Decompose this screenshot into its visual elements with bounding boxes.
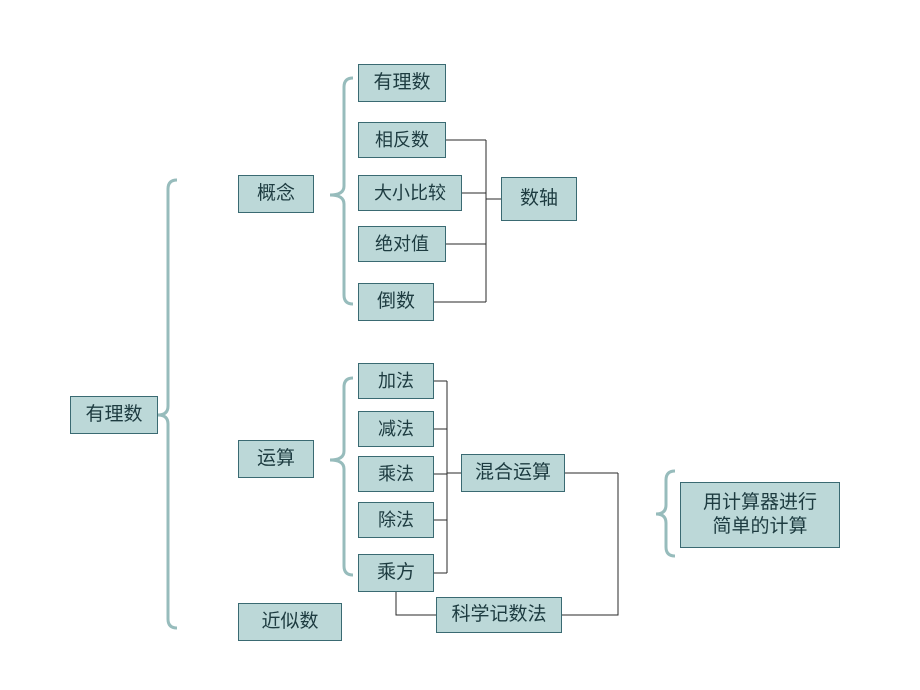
brace-0 [158,180,177,628]
brace-2 [330,378,353,575]
node-concept: 概念 [238,175,314,213]
node-approx: 近似数 [238,603,342,641]
node-operation: 运算 [238,440,314,478]
brace-3 [656,471,675,556]
node-calc: 用计算器进行 简单的计算 [680,482,840,548]
node-pow: 乘方 [358,554,434,592]
node-opposite: 相反数 [358,122,446,158]
node-add: 加法 [358,363,434,399]
node-numline: 数轴 [501,177,577,221]
node-root: 有理数 [70,396,158,434]
node-sub: 减法 [358,411,434,447]
node-sci: 科学记数法 [436,597,562,633]
node-reciprocal: 倒数 [358,283,434,321]
node-mixed: 混合运算 [461,454,565,492]
node-mul: 乘法 [358,456,434,492]
conn-calc-sci [562,556,618,615]
brace-1 [330,78,353,304]
node-div: 除法 [358,502,434,538]
connectors-layer [0,0,920,690]
node-compare: 大小比较 [358,175,462,211]
node-rational: 有理数 [358,64,446,102]
node-absolute: 绝对值 [358,226,446,262]
conn-pow-sci [396,592,436,615]
